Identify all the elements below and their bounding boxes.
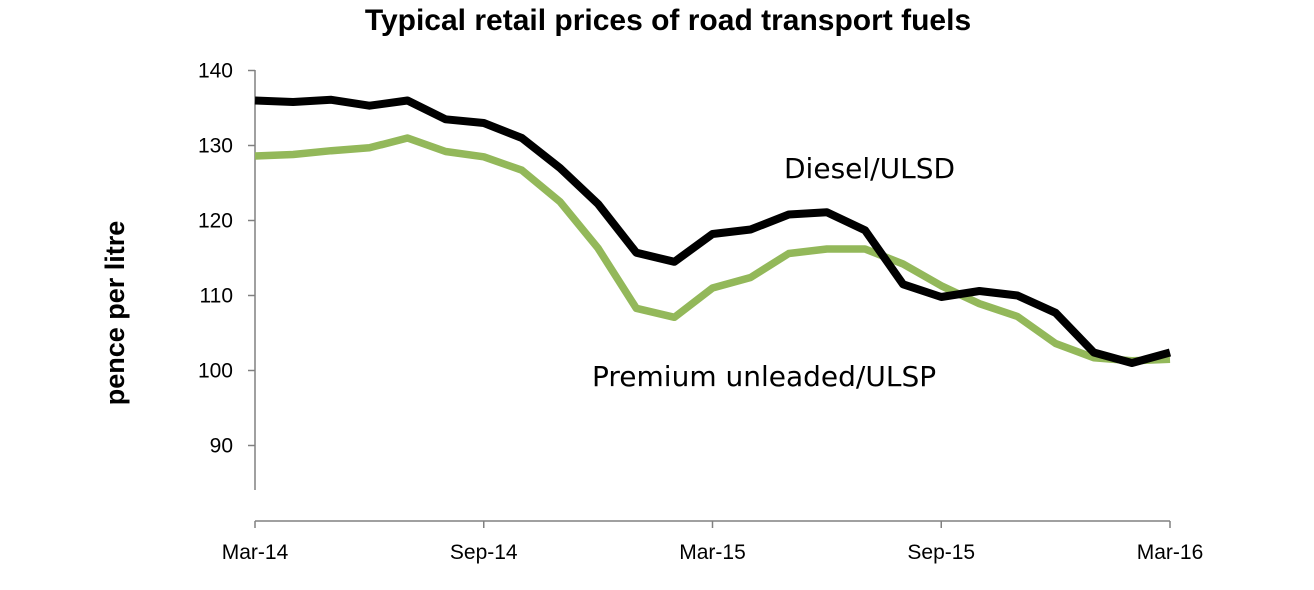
series-lines: [254, 95, 1172, 367]
x-tick-label: Sep-15: [907, 541, 975, 564]
y-tick-label: 90: [210, 435, 233, 458]
series-label-premium-unleaded: Premium unleaded/ULSP: [592, 360, 936, 393]
series-label-diesel: Diesel/ULSD: [784, 152, 955, 185]
y-tick-label: 120: [198, 210, 233, 233]
x-tick-label: Mar-15: [679, 541, 746, 564]
x-tick-label: Mar-14: [222, 541, 289, 564]
y-tick-label: 110: [200, 285, 233, 308]
chart-title: Typical retail prices of road transport …: [365, 4, 971, 37]
y-tick-label: 130: [198, 135, 233, 158]
y-tick-label: 140: [198, 60, 233, 83]
x-tick-label: Sep-14: [450, 541, 518, 564]
y-axis-label: pence per litre: [100, 221, 130, 406]
y-tick-label: 100: [198, 360, 233, 383]
y-ticks: 90 100 110 120 130 140: [198, 60, 255, 458]
premium-unleaded-series-line: [254, 134, 1171, 365]
diesel-series-line: [254, 95, 1172, 367]
x-ticks: Mar-14 Sep-14 Mar-15 Sep-15 Mar-16: [222, 521, 1204, 564]
x-tick-label: Mar-16: [1137, 541, 1204, 564]
